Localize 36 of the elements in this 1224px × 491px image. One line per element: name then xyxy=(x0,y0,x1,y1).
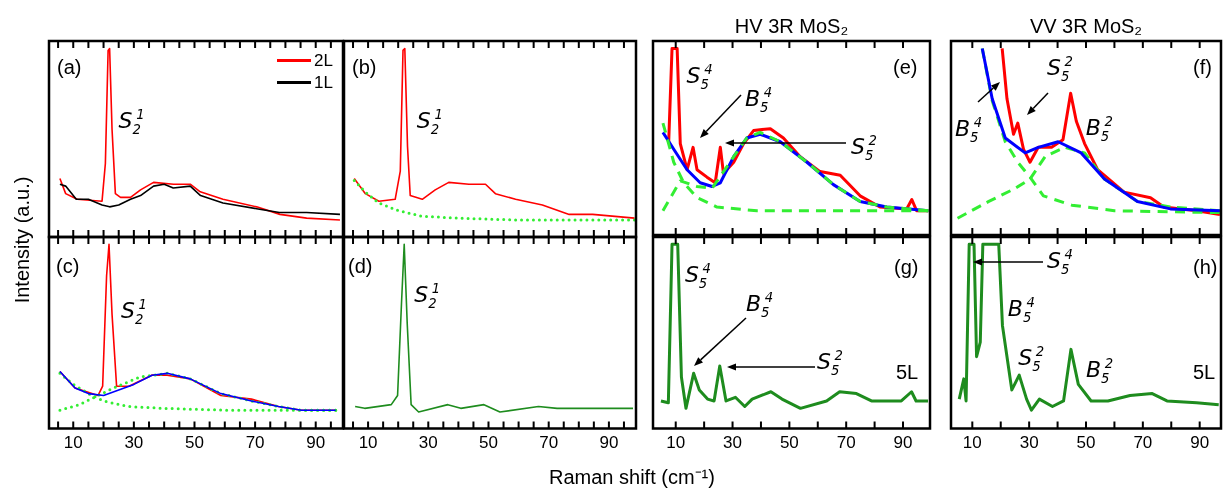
annotation: (b) xyxy=(352,56,377,78)
x-tick-label: 30 xyxy=(1019,433,1039,453)
x-tick-label: 10 xyxy=(358,433,378,453)
x-tick-label: 50 xyxy=(185,433,204,453)
x-tick-label: 30 xyxy=(418,433,438,453)
annotation: 5L xyxy=(896,361,919,383)
x-tick-label: 10 xyxy=(962,433,982,453)
annotation: (a) xyxy=(57,56,82,78)
x-tick-label: 70 xyxy=(836,433,856,453)
x-tick-label: 30 xyxy=(124,433,144,453)
chart-title: HV 3R MoS₂ xyxy=(733,15,850,37)
x-tick-label: 10 xyxy=(666,433,686,453)
x-axis-title: Raman shift (cm⁻¹) xyxy=(549,466,715,488)
x-tick-label: 10 xyxy=(63,433,83,453)
legend-label: 1L xyxy=(314,72,333,92)
x-tick-label: 70 xyxy=(1133,433,1153,453)
x-tick-label: 90 xyxy=(893,433,913,453)
annotation: (e) xyxy=(893,56,918,78)
legend-label: 2L xyxy=(314,50,333,70)
x-tick-label: 50 xyxy=(479,433,498,453)
x-tick-label: 70 xyxy=(539,433,559,453)
annotation: (g) xyxy=(894,256,919,278)
x-tick-label: 50 xyxy=(1076,433,1096,453)
annotation: (d) xyxy=(348,255,373,277)
annotation: (h) xyxy=(1193,256,1218,278)
x-tick-label: 90 xyxy=(306,433,326,453)
x-tick-label: 70 xyxy=(245,433,265,453)
chart-title: VV 3R MoS₂ xyxy=(1028,15,1144,37)
x-tick-label: 90 xyxy=(599,433,619,453)
x-tick-label: 50 xyxy=(779,433,799,453)
x-tick-label: 90 xyxy=(1190,433,1210,453)
y-axis-title: Intensity (a.u.) xyxy=(10,176,33,304)
annotation: (c) xyxy=(56,255,80,277)
x-tick-label: 30 xyxy=(723,433,743,453)
annotation: (f) xyxy=(1193,56,1212,78)
annotation: 5L xyxy=(1193,361,1216,383)
